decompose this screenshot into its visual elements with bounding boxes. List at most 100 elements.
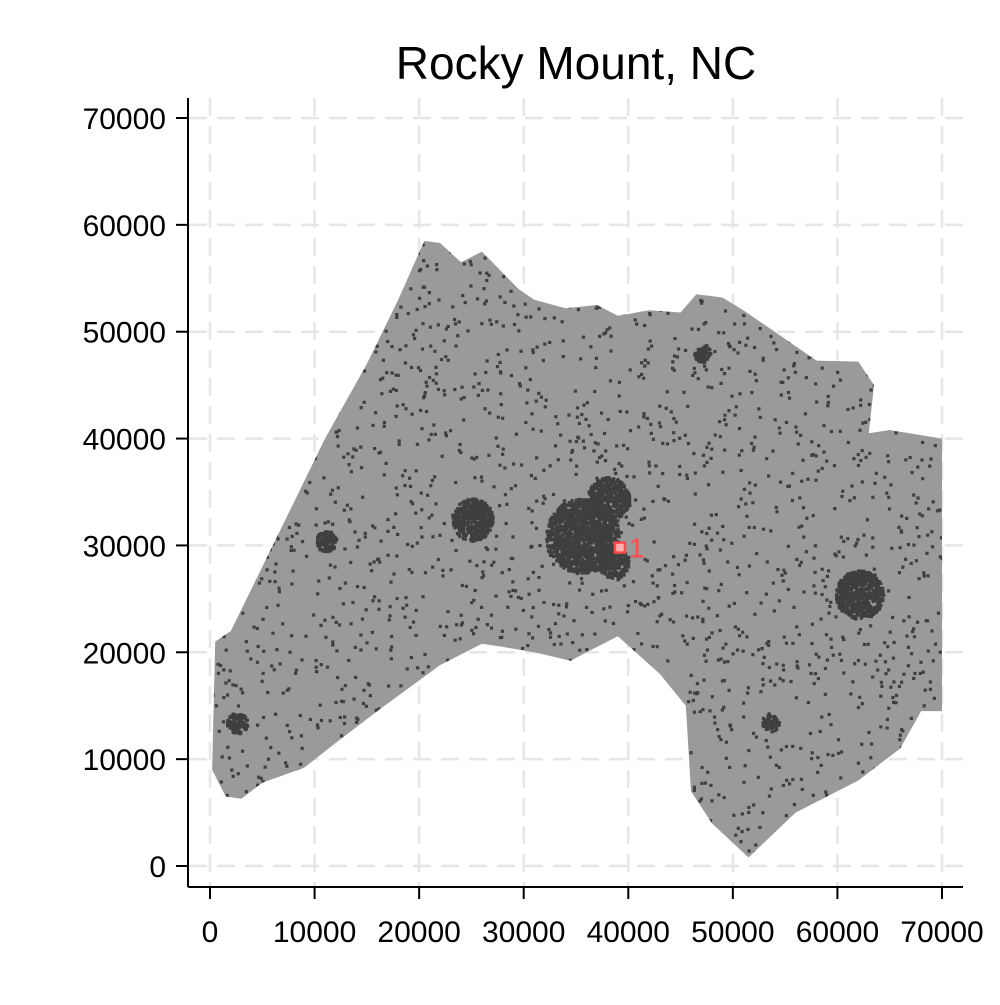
developed-cell: [662, 274, 665, 277]
developed-cell: [881, 259, 884, 262]
developed-cell: [910, 360, 913, 363]
developed-cell: [348, 794, 351, 797]
developed-cell: [865, 841, 868, 844]
developed-cell: [754, 484, 757, 487]
developed-cell: [261, 618, 264, 621]
developed-cell: [754, 851, 757, 854]
developed-cell: [277, 300, 280, 303]
developed-cell: [535, 258, 538, 261]
developed-cell: [563, 499, 566, 502]
developed-cell: [696, 682, 699, 685]
developed-cell: [519, 350, 522, 353]
developed-cell: [587, 715, 590, 718]
developed-cell: [539, 265, 542, 268]
developed-cell: [710, 799, 713, 802]
developed-cell: [826, 575, 829, 578]
developed-cell: [644, 765, 647, 768]
developed-cell: [851, 680, 854, 683]
cluster-cell-1: [589, 498, 592, 501]
developed-cell: [213, 855, 216, 858]
developed-cell: [713, 721, 716, 724]
developed-cell: [671, 360, 674, 363]
developed-cell: [584, 796, 587, 799]
developed-cell: [396, 493, 399, 496]
developed-cell: [568, 825, 571, 828]
cluster-cell-0: [584, 528, 587, 531]
developed-cell: [387, 684, 390, 687]
developed-cell: [892, 680, 895, 683]
developed-cell: [839, 379, 842, 382]
developed-cell: [649, 339, 652, 342]
developed-cell: [462, 418, 465, 421]
developed-cell: [329, 493, 332, 496]
developed-cell: [553, 316, 556, 319]
developed-cell: [350, 310, 353, 313]
developed-cell: [710, 514, 713, 517]
developed-cell: [297, 322, 300, 325]
developed-cell: [492, 797, 495, 800]
developed-cell: [775, 662, 778, 665]
developed-cell: [884, 660, 887, 663]
developed-cell: [646, 858, 649, 861]
developed-cell: [487, 454, 490, 457]
developed-cell: [581, 582, 584, 585]
developed-cell: [536, 346, 539, 349]
developed-cell: [285, 765, 288, 768]
developed-cell: [456, 334, 459, 337]
developed-cell: [871, 675, 874, 678]
developed-cell: [269, 324, 272, 327]
developed-cell: [428, 516, 431, 519]
developed-cell: [718, 420, 721, 423]
developed-cell: [460, 623, 463, 626]
developed-cell: [723, 372, 726, 375]
developed-cell: [647, 461, 650, 464]
developed-cell: [649, 702, 652, 705]
developed-cell: [620, 812, 623, 815]
developed-cell: [403, 809, 406, 812]
developed-cell: [610, 335, 613, 338]
developed-cell: [787, 839, 790, 842]
developed-cell: [233, 355, 236, 358]
developed-cell: [353, 773, 356, 776]
developed-cell: [780, 748, 783, 751]
developed-cell: [306, 818, 309, 821]
developed-cell: [433, 350, 436, 353]
developed-cell: [528, 792, 531, 795]
developed-cell: [822, 579, 825, 582]
developed-cell: [900, 774, 903, 777]
developed-cell: [933, 697, 936, 700]
developed-cell: [386, 530, 389, 533]
developed-cell: [344, 684, 347, 687]
developed-cell: [888, 507, 891, 510]
developed-cell: [590, 611, 593, 614]
developed-cell: [346, 267, 349, 270]
cluster-cell-0: [575, 519, 578, 522]
developed-cell: [527, 740, 530, 743]
developed-cell: [673, 266, 676, 269]
developed-cell: [828, 713, 831, 716]
developed-cell: [887, 668, 890, 671]
developed-cell: [426, 494, 429, 497]
developed-cell: [537, 589, 540, 592]
developed-cell: [836, 848, 839, 851]
developed-cell: [478, 789, 481, 792]
developed-cell: [371, 812, 374, 815]
developed-cell: [937, 612, 940, 615]
developed-cell: [321, 790, 324, 793]
developed-cell: [247, 378, 250, 381]
developed-cell: [346, 239, 349, 242]
developed-cell: [557, 612, 560, 615]
developed-cell: [323, 619, 326, 622]
developed-cell: [449, 568, 452, 571]
developed-cell: [891, 616, 894, 619]
developed-cell: [747, 749, 750, 752]
developed-cell: [577, 436, 580, 439]
developed-cell: [812, 453, 815, 456]
cluster-cell-0: [591, 527, 594, 530]
developed-cell: [298, 421, 301, 424]
developed-cell: [808, 809, 811, 812]
developed-cell: [762, 528, 765, 531]
cluster-cell-1: [613, 485, 616, 488]
developed-cell: [602, 787, 605, 790]
developed-cell: [727, 409, 730, 412]
